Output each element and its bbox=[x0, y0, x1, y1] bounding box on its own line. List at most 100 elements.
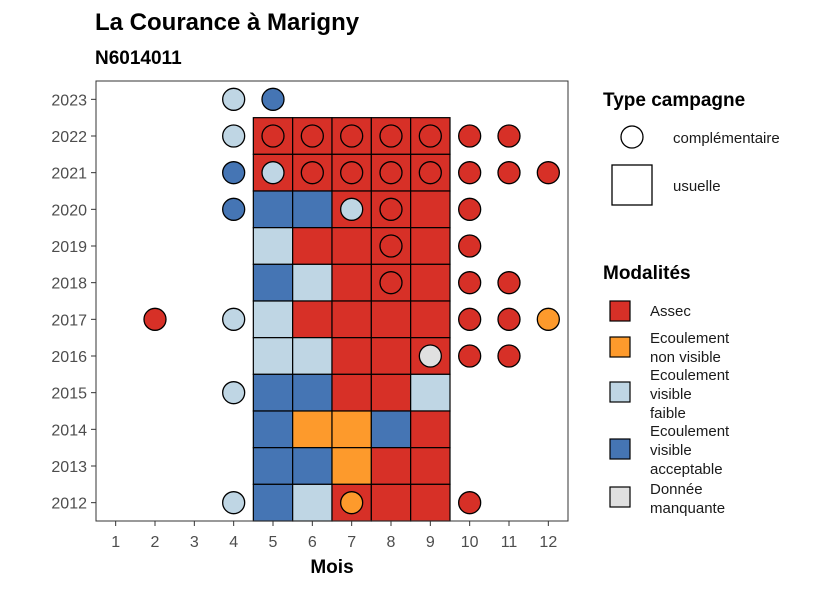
chart-subtitle: N6014011 bbox=[95, 48, 182, 69]
legend-mod-label: Ecoulement bbox=[650, 423, 730, 440]
complementaire-point bbox=[261, 161, 285, 185]
complementaire-point bbox=[497, 344, 521, 368]
usuelle-cell bbox=[292, 373, 333, 412]
x-tick-label: 1 bbox=[111, 534, 120, 551]
usuelle-cell bbox=[410, 190, 451, 229]
complementaire-point bbox=[222, 491, 246, 515]
complementaire-point bbox=[497, 124, 521, 148]
x-tick-label: 3 bbox=[190, 534, 199, 551]
complementaire-point bbox=[261, 124, 285, 148]
complementaire-point bbox=[222, 124, 246, 148]
usuelle-cell bbox=[252, 227, 294, 265]
complementaire-point bbox=[340, 161, 364, 185]
usuelle-cell bbox=[370, 373, 412, 412]
legend-mod-key bbox=[609, 486, 631, 508]
y-tick-label: 2021 bbox=[51, 166, 87, 183]
usuelle-cell bbox=[410, 263, 451, 302]
complementaire-point bbox=[418, 161, 442, 185]
complementaire-point bbox=[418, 344, 442, 368]
usuelle-cell bbox=[331, 447, 372, 485]
x-tick-label: 4 bbox=[229, 534, 238, 551]
complementaire-point bbox=[458, 344, 482, 368]
y-tick-label: 2013 bbox=[51, 459, 87, 476]
usuelle-cell bbox=[292, 190, 333, 229]
usuelle-cell bbox=[331, 410, 372, 449]
usuelle-cell bbox=[370, 447, 412, 485]
legend-mod-label: Ecoulement bbox=[650, 367, 730, 384]
complementaire-point bbox=[536, 307, 560, 331]
legend-type-title: Type campagne bbox=[603, 90, 745, 111]
usuelle-cell bbox=[331, 373, 372, 412]
usuelle-cell bbox=[410, 410, 451, 449]
legend-mod-title: Modalités bbox=[603, 263, 691, 284]
usuelle-cell bbox=[292, 227, 333, 265]
complementaire-point bbox=[340, 491, 364, 515]
complementaire-point bbox=[261, 87, 285, 111]
legend-mod-label: acceptable bbox=[650, 461, 723, 478]
x-tick-label: 5 bbox=[269, 534, 278, 551]
legend-mod-label: Ecoulement bbox=[650, 330, 730, 347]
x-tick-label: 11 bbox=[501, 534, 518, 551]
usuelle-cell bbox=[252, 483, 294, 522]
complementaire-point bbox=[340, 124, 364, 148]
usuelle-cell bbox=[331, 263, 372, 302]
usuelle-cell bbox=[370, 300, 412, 339]
complementaire-point bbox=[458, 161, 482, 185]
complementaire-point bbox=[222, 381, 246, 405]
complementaire-point bbox=[300, 161, 324, 185]
usuelle-cell bbox=[292, 483, 333, 522]
complementaire-point bbox=[458, 124, 482, 148]
legend-mod-label: Assec bbox=[650, 303, 691, 320]
usuelle-cell bbox=[410, 447, 451, 485]
complementaire-point bbox=[222, 87, 246, 111]
complementaire-point bbox=[379, 197, 403, 221]
legend-mod-key bbox=[609, 438, 631, 460]
complementaire-point bbox=[458, 234, 482, 258]
x-tick-label: 10 bbox=[461, 534, 479, 551]
usuelle-cell bbox=[410, 227, 451, 265]
usuelle-cell bbox=[331, 300, 372, 339]
usuelle-cell bbox=[410, 300, 451, 339]
usuelle-cell bbox=[410, 373, 451, 412]
usuelle-cell bbox=[252, 447, 294, 485]
usuelle-cell bbox=[292, 410, 333, 449]
y-tick-label: 2023 bbox=[51, 92, 87, 109]
panel-border bbox=[95, 80, 569, 522]
legend-mod-label: visible bbox=[650, 386, 692, 403]
usuelle-cell bbox=[252, 190, 294, 229]
usuelle-cell bbox=[331, 227, 372, 265]
legend-mod-label: manquante bbox=[650, 500, 725, 517]
y-tick-label: 2012 bbox=[51, 496, 87, 513]
legend-mod-key bbox=[609, 336, 631, 358]
usuelle-cell bbox=[252, 410, 294, 449]
usuelle-cell bbox=[252, 300, 294, 339]
complementaire-point bbox=[379, 234, 403, 258]
usuelle-cell bbox=[331, 337, 372, 375]
usuelle-cell bbox=[252, 337, 294, 375]
complementaire-point bbox=[458, 271, 482, 295]
complementaire-point bbox=[222, 307, 246, 331]
legend-type-campagne: Type campagne complémentaire usuelle bbox=[603, 90, 780, 206]
legend-mod-key bbox=[609, 300, 631, 322]
y-tick-label: 2015 bbox=[51, 386, 87, 403]
complementaire-point bbox=[222, 197, 246, 221]
usuelle-cells bbox=[252, 117, 451, 522]
legend-square-key bbox=[611, 164, 653, 206]
usuelle-cell bbox=[292, 263, 333, 302]
complementaire-point bbox=[340, 197, 364, 221]
x-tick-label: 9 bbox=[426, 534, 435, 551]
y-tick-label: 2017 bbox=[51, 312, 87, 329]
y-tick-label: 2016 bbox=[51, 349, 87, 366]
complementaire-point bbox=[143, 307, 167, 331]
y-tick-label: 2022 bbox=[51, 129, 87, 146]
complementaire-point bbox=[458, 491, 482, 515]
y-tick-label: 2019 bbox=[51, 239, 87, 256]
usuelle-cell bbox=[410, 483, 451, 522]
legend-mod-label: Donnée bbox=[650, 481, 703, 498]
complementaire-point bbox=[497, 271, 521, 295]
usuelle-cell bbox=[370, 483, 412, 522]
x-tick-label: 8 bbox=[387, 534, 396, 551]
y-tick-label: 2014 bbox=[51, 422, 87, 439]
usuelle-cell bbox=[252, 263, 294, 302]
